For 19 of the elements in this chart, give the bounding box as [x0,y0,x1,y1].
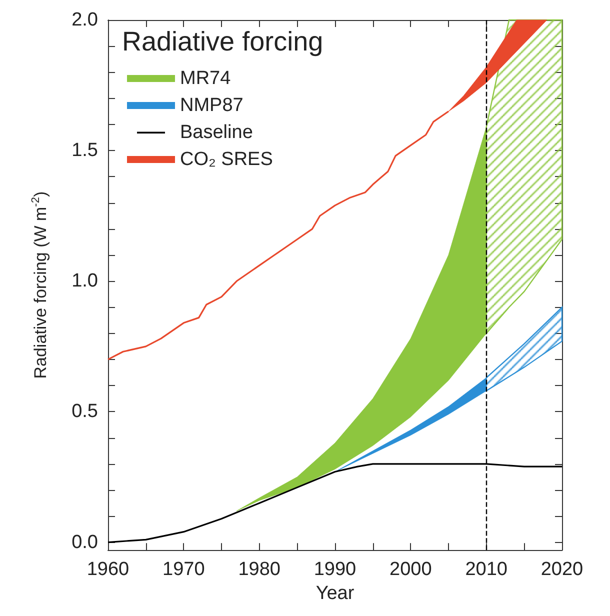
y-tick-label: 1.5 [72,140,98,162]
y-tick-label: 0.5 [72,401,98,422]
x-tick-label: 1960 [86,559,130,580]
x-tick-label: 1990 [314,559,356,580]
legend-label: MR74 [180,68,232,89]
x-tick-label: 1980 [238,559,280,580]
x-tick-label: 2000 [390,559,432,580]
y-axis-title: Radiative forcing (W m-2) [30,191,50,379]
y-tick-label: 2.0 [72,10,98,30]
y-tick-label: 1.0 [72,270,98,292]
x-tick-label: 2020 [540,559,584,580]
x-axis-title: Year [316,583,355,604]
legend-label: Baseline [180,122,253,143]
x-tick-label: 2010 [465,559,508,580]
legend-label: NMP87 [180,95,244,116]
y-tick-label: 0.0 [72,532,98,553]
x-tick-label: 1970 [162,559,205,580]
legend-label: CO₂ SRES [180,149,273,170]
legend-title: Radiative forcing [122,26,324,56]
